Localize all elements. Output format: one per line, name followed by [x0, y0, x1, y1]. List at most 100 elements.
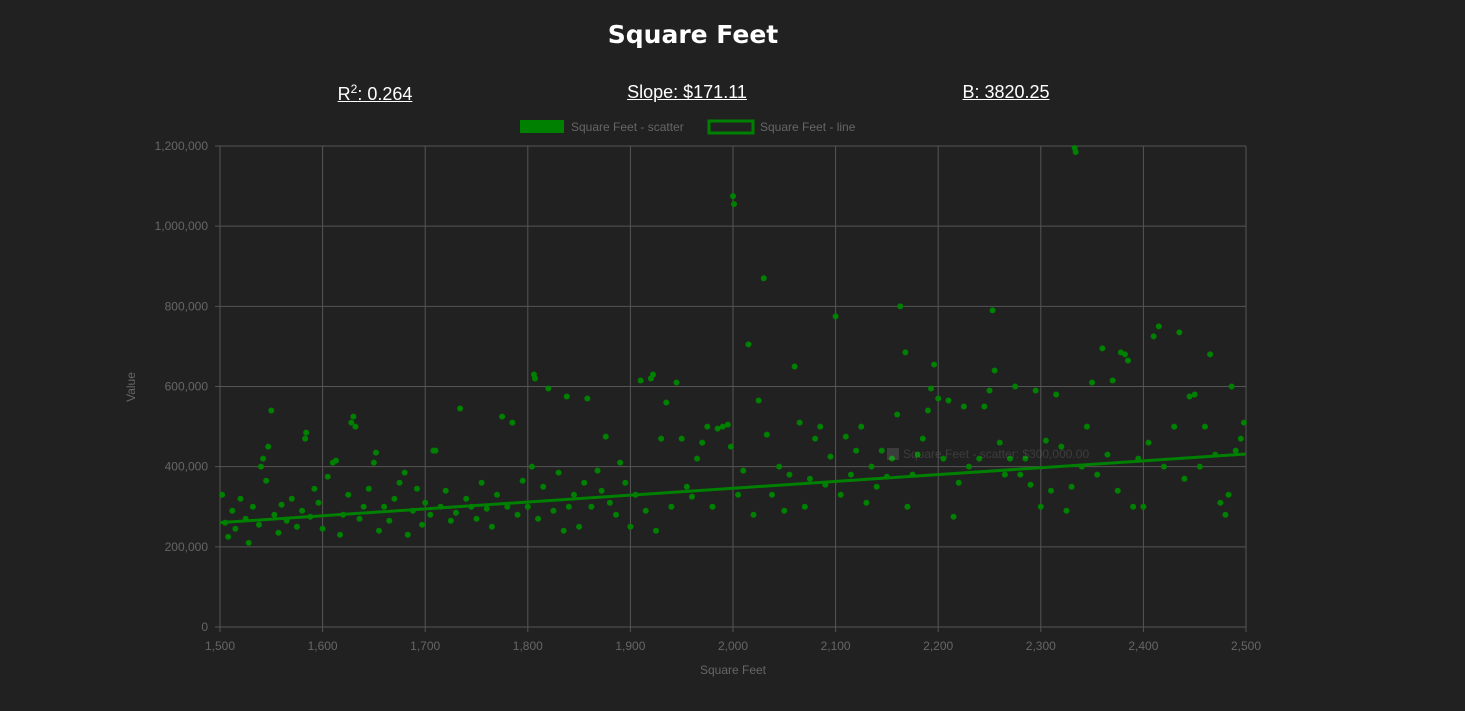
- scatter-point[interactable]: [299, 507, 306, 514]
- scatter-point[interactable]: [940, 455, 947, 462]
- scatter-point[interactable]: [889, 455, 896, 462]
- scatter-point[interactable]: [352, 423, 359, 430]
- scatter-point[interactable]: [878, 447, 885, 454]
- scatter-point[interactable]: [232, 525, 239, 532]
- scatter-point[interactable]: [391, 495, 398, 502]
- scatter-point[interactable]: [1104, 451, 1111, 458]
- scatter-point[interactable]: [594, 467, 601, 474]
- scatter-point[interactable]: [750, 511, 757, 518]
- scatter-point[interactable]: [847, 471, 854, 478]
- scatter-point[interactable]: [683, 483, 690, 490]
- scatter-point[interactable]: [1083, 423, 1090, 430]
- legend-swatch-line[interactable]: [707, 119, 755, 135]
- scatter-point[interactable]: [372, 449, 379, 456]
- scatter-point[interactable]: [245, 539, 252, 546]
- scatter-point[interactable]: [348, 419, 355, 426]
- scatter-point[interactable]: [1001, 471, 1008, 478]
- scatter-point[interactable]: [730, 193, 736, 200]
- scatter-point[interactable]: [381, 503, 388, 510]
- scatter-point[interactable]: [519, 477, 526, 484]
- scatter-point[interactable]: [724, 421, 731, 428]
- scatter-point[interactable]: [991, 367, 998, 374]
- scatter-point[interactable]: [1121, 351, 1128, 358]
- scatter-point[interactable]: [1032, 387, 1039, 394]
- scatter-point[interactable]: [694, 455, 701, 462]
- scatter-point[interactable]: [950, 513, 957, 520]
- scatter-point[interactable]: [1042, 437, 1049, 444]
- scatter-point[interactable]: [763, 431, 770, 438]
- scatter-point[interactable]: [550, 507, 557, 514]
- scatter-point[interactable]: [422, 499, 429, 506]
- scatter-point[interactable]: [801, 503, 808, 510]
- scatter-point[interactable]: [219, 491, 226, 498]
- scatter-point[interactable]: [894, 411, 901, 418]
- scatter-point[interactable]: [268, 407, 275, 414]
- scatter-point[interactable]: [258, 463, 265, 470]
- scatter-point[interactable]: [617, 459, 624, 466]
- scatter-point[interactable]: [540, 483, 547, 490]
- scatter-point[interactable]: [1130, 503, 1137, 510]
- scatter-point[interactable]: [1217, 499, 1224, 506]
- scatter-point[interactable]: [935, 395, 942, 402]
- scatter-point[interactable]: [581, 479, 588, 486]
- scatter-point[interactable]: [996, 439, 1003, 446]
- scatter-point[interactable]: [1058, 443, 1065, 450]
- scatter-point[interactable]: [1181, 475, 1188, 482]
- legend-swatch-scatter[interactable]: [520, 120, 564, 133]
- scatter-point[interactable]: [271, 511, 278, 518]
- scatter-point[interactable]: [832, 313, 839, 320]
- scatter-point[interactable]: [688, 493, 695, 500]
- scatter-point[interactable]: [1171, 423, 1178, 430]
- scatter-point[interactable]: [606, 499, 613, 506]
- scatter-point[interactable]: [924, 407, 931, 414]
- scatter-point[interactable]: [731, 201, 738, 208]
- scatter-point[interactable]: [531, 375, 538, 382]
- scatter-point[interactable]: [1048, 487, 1055, 494]
- scatter-point[interactable]: [914, 451, 921, 458]
- scatter-point[interactable]: [545, 385, 552, 392]
- scatter-point[interactable]: [981, 403, 988, 410]
- scatter-point[interactable]: [509, 419, 516, 426]
- scatter-point[interactable]: [370, 459, 377, 466]
- scatter-point[interactable]: [781, 507, 788, 514]
- scatter-point[interactable]: [842, 433, 849, 440]
- scatter-point[interactable]: [1072, 149, 1079, 156]
- scatter-point[interactable]: [483, 505, 490, 512]
- scatter-point[interactable]: [1068, 483, 1075, 490]
- scatter-point[interactable]: [945, 397, 952, 404]
- scatter-point[interactable]: [1196, 463, 1203, 470]
- scatter-point[interactable]: [786, 471, 793, 478]
- scatter-point[interactable]: [976, 455, 983, 462]
- scatter-point[interactable]: [488, 523, 495, 530]
- scatter-point[interactable]: [960, 403, 967, 410]
- scatter-point[interactable]: [565, 503, 572, 510]
- scatter-point[interactable]: [653, 527, 660, 534]
- scatter-point[interactable]: [319, 525, 326, 532]
- scatter-point[interactable]: [499, 413, 506, 420]
- scatter-point[interactable]: [302, 435, 309, 442]
- scatter-point[interactable]: [555, 469, 562, 476]
- legend-label-scatter[interactable]: Square Feet - scatter: [571, 120, 684, 134]
- scatter-point[interactable]: [1109, 377, 1116, 384]
- scatter-point[interactable]: [986, 387, 993, 394]
- scatter-point[interactable]: [858, 423, 865, 430]
- scatter-point[interactable]: [931, 361, 938, 368]
- scatter-point[interactable]: [919, 435, 926, 442]
- scatter-point[interactable]: [791, 363, 798, 370]
- scatter-point[interactable]: [817, 423, 824, 430]
- scatter-point[interactable]: [1207, 351, 1214, 358]
- scatter-point[interactable]: [324, 473, 331, 480]
- scatter-point[interactable]: [345, 491, 352, 498]
- scatter-point[interactable]: [535, 515, 542, 522]
- scatter-point[interactable]: [598, 487, 605, 494]
- scatter-point[interactable]: [755, 397, 762, 404]
- scatter-point[interactable]: [514, 511, 521, 518]
- scatter-point[interactable]: [293, 523, 300, 530]
- scatter-point[interactable]: [1222, 511, 1229, 518]
- scatter-point[interactable]: [473, 515, 480, 522]
- scatter-point[interactable]: [827, 453, 834, 460]
- scatter-point[interactable]: [427, 511, 434, 518]
- scatter-point[interactable]: [1053, 391, 1060, 398]
- scatter-point[interactable]: [386, 517, 393, 524]
- scatter-point[interactable]: [452, 509, 459, 516]
